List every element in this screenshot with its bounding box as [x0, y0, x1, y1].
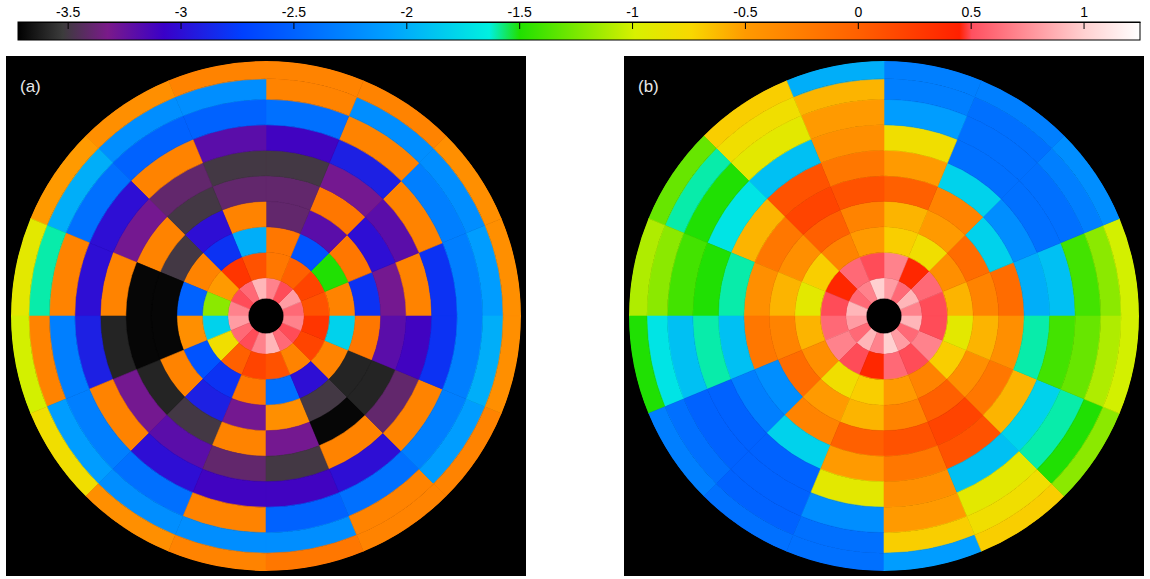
cell — [1103, 218, 1139, 316]
cell — [919, 316, 947, 340]
cell — [168, 61, 266, 97]
colorbar-tick: 1 — [1080, 4, 1088, 29]
cell — [1103, 316, 1139, 414]
colorbar-tick-mark — [858, 22, 859, 29]
cell — [975, 484, 1065, 552]
colorbar-tick-mark — [632, 22, 633, 29]
cell — [251, 332, 266, 354]
cell — [820, 292, 848, 316]
cell — [485, 316, 521, 414]
panel-label: (b) — [638, 77, 659, 96]
cells — [629, 61, 1139, 571]
cell — [434, 136, 502, 226]
colorbar-axis-line — [19, 22, 1141, 23]
colorbar-tick-label: -3 — [175, 4, 188, 20]
colorbar-tick-label: 0.5 — [961, 4, 981, 20]
panel-background — [624, 56, 1144, 576]
colorbar-tick-label: -1 — [626, 4, 639, 20]
colorbar-tick: -2.5 — [282, 4, 306, 29]
colorbar-tick-mark — [68, 22, 69, 29]
colorbar: -3.5 -3 -2.5 -2 -1.5 -1 -0.5 0 0.5 1 — [18, 4, 1141, 40]
cell — [629, 218, 665, 316]
cell — [1052, 407, 1120, 497]
cell — [884, 252, 908, 280]
colorbar-tick-label: -2 — [401, 4, 414, 20]
colorbar-tick: 0 — [854, 4, 862, 29]
colorbar-tick-mark — [1084, 22, 1085, 29]
cell — [202, 292, 230, 316]
cell — [846, 301, 868, 316]
colorbar-tick-mark — [971, 22, 972, 29]
cell — [704, 80, 794, 148]
cell — [648, 407, 716, 497]
panel-label: (a) — [20, 77, 41, 96]
cell — [228, 301, 250, 316]
colorbar-tick-mark — [519, 22, 520, 29]
colorbar-tick-label: -3.5 — [56, 4, 80, 20]
colorbar-tick-label: 0 — [854, 4, 862, 20]
colorbar-tick: -2 — [401, 4, 414, 29]
cell — [884, 61, 982, 97]
cell — [168, 535, 266, 571]
cell — [786, 535, 884, 571]
cell — [884, 278, 899, 300]
colorbar-tick: -1 — [626, 4, 639, 29]
cell — [266, 278, 281, 300]
panel: (b) — [624, 56, 1144, 576]
colorbar-tick-label: -2.5 — [282, 4, 306, 20]
colorbar-gradient — [18, 22, 1140, 40]
cell — [357, 484, 447, 552]
cell — [629, 316, 665, 414]
cell — [869, 332, 884, 354]
colorbar-tick-mark — [406, 22, 407, 29]
colorbar-tick: 0.5 — [961, 4, 981, 29]
cell — [975, 80, 1065, 148]
cell — [704, 484, 794, 552]
cell — [266, 61, 364, 97]
colorbar-axis: -3.5 -3 -2.5 -2 -1.5 -1 -0.5 0 0.5 1 — [19, 4, 1141, 29]
colorbar-tick-mark — [745, 22, 746, 29]
cell — [266, 252, 290, 280]
cell — [30, 136, 98, 226]
colorbar-tick-label: -0.5 — [733, 4, 757, 20]
cell — [11, 316, 47, 414]
cell — [282, 316, 304, 331]
cell — [86, 80, 176, 148]
colorbar-tick: -3 — [175, 4, 188, 29]
colorbar-tick-mark — [293, 22, 294, 29]
cells — [11, 61, 521, 571]
cell — [11, 218, 47, 316]
cell — [301, 316, 329, 340]
cell — [434, 407, 502, 497]
cell — [266, 535, 364, 571]
cell — [30, 407, 98, 497]
cell — [884, 535, 982, 571]
cell — [860, 351, 884, 379]
cell — [485, 218, 521, 316]
colorbar-tick-label: -1.5 — [508, 4, 532, 20]
cell — [1052, 136, 1120, 226]
panel-background — [6, 56, 526, 576]
cell — [86, 484, 176, 552]
panel: (a) — [6, 56, 526, 576]
colorbar-tick-label: 1 — [1080, 4, 1088, 20]
cell — [357, 80, 447, 148]
colorbar-tick-mark — [181, 22, 182, 29]
cell — [648, 136, 716, 226]
figure: -3.5 -3 -2.5 -2 -1.5 -1 -0.5 0 0.5 1 (a) (b) — [0, 0, 1150, 579]
cell — [786, 61, 884, 97]
cell — [900, 316, 922, 331]
cell — [242, 351, 266, 379]
colorbar-tick: -3.5 — [56, 4, 80, 29]
colorbar-tick: -1.5 — [508, 4, 532, 29]
colorbar-tick: -0.5 — [733, 4, 757, 29]
